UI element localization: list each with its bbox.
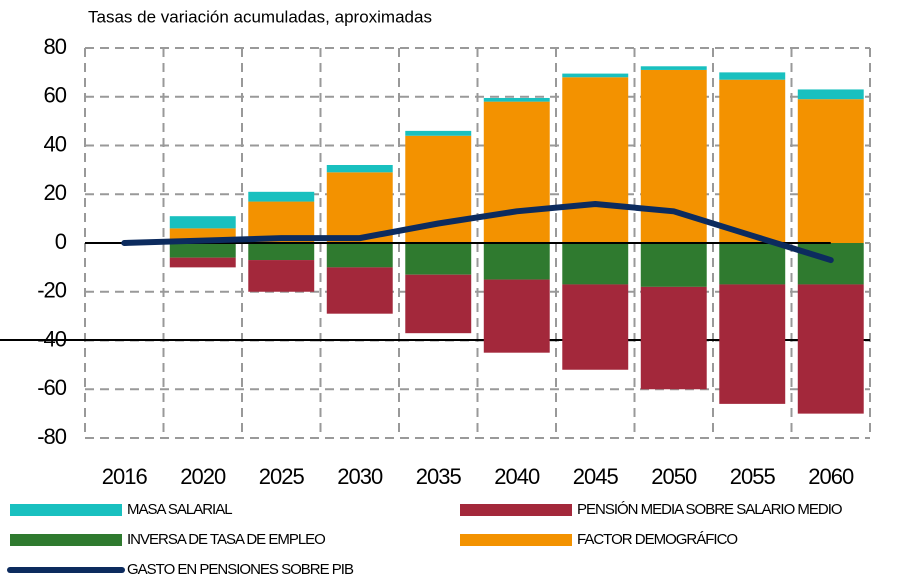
x-tick-label: 2045	[573, 464, 619, 489]
bar-segment	[326, 243, 393, 268]
bar-segment	[797, 243, 864, 285]
bar-segment	[797, 99, 864, 243]
y-tick-label: 60	[44, 83, 67, 108]
x-tick-label: 2035	[416, 464, 462, 489]
bar-segment	[326, 165, 393, 173]
legend-label: MASA SALARIAL	[127, 501, 232, 518]
bar-segment	[483, 101, 550, 243]
y-tick-label: -80	[37, 424, 67, 449]
bar-segment	[719, 72, 786, 80]
legend-swatch	[460, 504, 572, 516]
bar-segment	[640, 243, 707, 287]
bar-segment	[562, 243, 629, 285]
bar-segment	[483, 243, 550, 280]
bar-segment	[640, 66, 707, 70]
bar-segment	[405, 243, 472, 275]
y-tick-label: -20	[37, 278, 67, 303]
x-tick-label: 2030	[337, 464, 383, 489]
bar-segment	[248, 260, 315, 292]
x-tick-label: 2055	[730, 464, 776, 489]
x-tick-label: 2025	[259, 464, 305, 489]
bar-segment	[719, 243, 786, 285]
y-tick-label: 40	[44, 131, 67, 156]
legend-swatch	[10, 504, 122, 516]
bar-segment	[562, 77, 629, 243]
y-tick-label: 0	[55, 229, 67, 254]
bar-segment	[405, 274, 472, 334]
y-tick-label: -60	[37, 375, 67, 400]
legend-swatch	[460, 534, 572, 546]
y-tick-label: -40	[37, 326, 67, 351]
x-tick-label: 2050	[651, 464, 697, 489]
x-tick-label: 2060	[808, 464, 854, 489]
bar-segment	[248, 191, 315, 202]
bar-segment	[719, 79, 786, 243]
legend-label: FACTOR DEMOGRÁFICO	[577, 531, 737, 548]
line-series	[121, 201, 834, 264]
bar-segment	[483, 279, 550, 353]
bar-segment	[169, 216, 236, 229]
chart-title: Tasas de variación acumuladas, aproximad…	[88, 7, 432, 26]
legend-label: INVERSA DE TASA DE EMPLEO	[127, 531, 325, 548]
x-tick-label: 2040	[494, 464, 540, 489]
legend-label: PENSIÓN MEDIA SOBRE SALARIO MEDIO	[577, 501, 842, 518]
bar-segment	[169, 257, 236, 268]
bar-segment	[248, 243, 315, 261]
bar-segment	[562, 73, 629, 78]
bar-segment	[483, 97, 550, 102]
bar-segment	[797, 89, 864, 100]
x-tick-label: 2020	[180, 464, 226, 489]
x-tick-label: 2016	[102, 464, 148, 489]
bar-segment	[562, 284, 629, 370]
bar-segment	[405, 130, 472, 136]
legend-label: GASTO EN PENSIONES SOBRE PIB	[127, 561, 354, 578]
bar-segment	[169, 243, 236, 258]
bar-segment	[719, 284, 786, 404]
y-tick-label: 20	[44, 180, 67, 205]
legend-swatch	[10, 534, 122, 546]
bar-segment	[797, 284, 864, 414]
y-tick-label: 80	[44, 34, 67, 59]
bar-segment	[640, 286, 707, 390]
bar-segment	[326, 267, 393, 314]
